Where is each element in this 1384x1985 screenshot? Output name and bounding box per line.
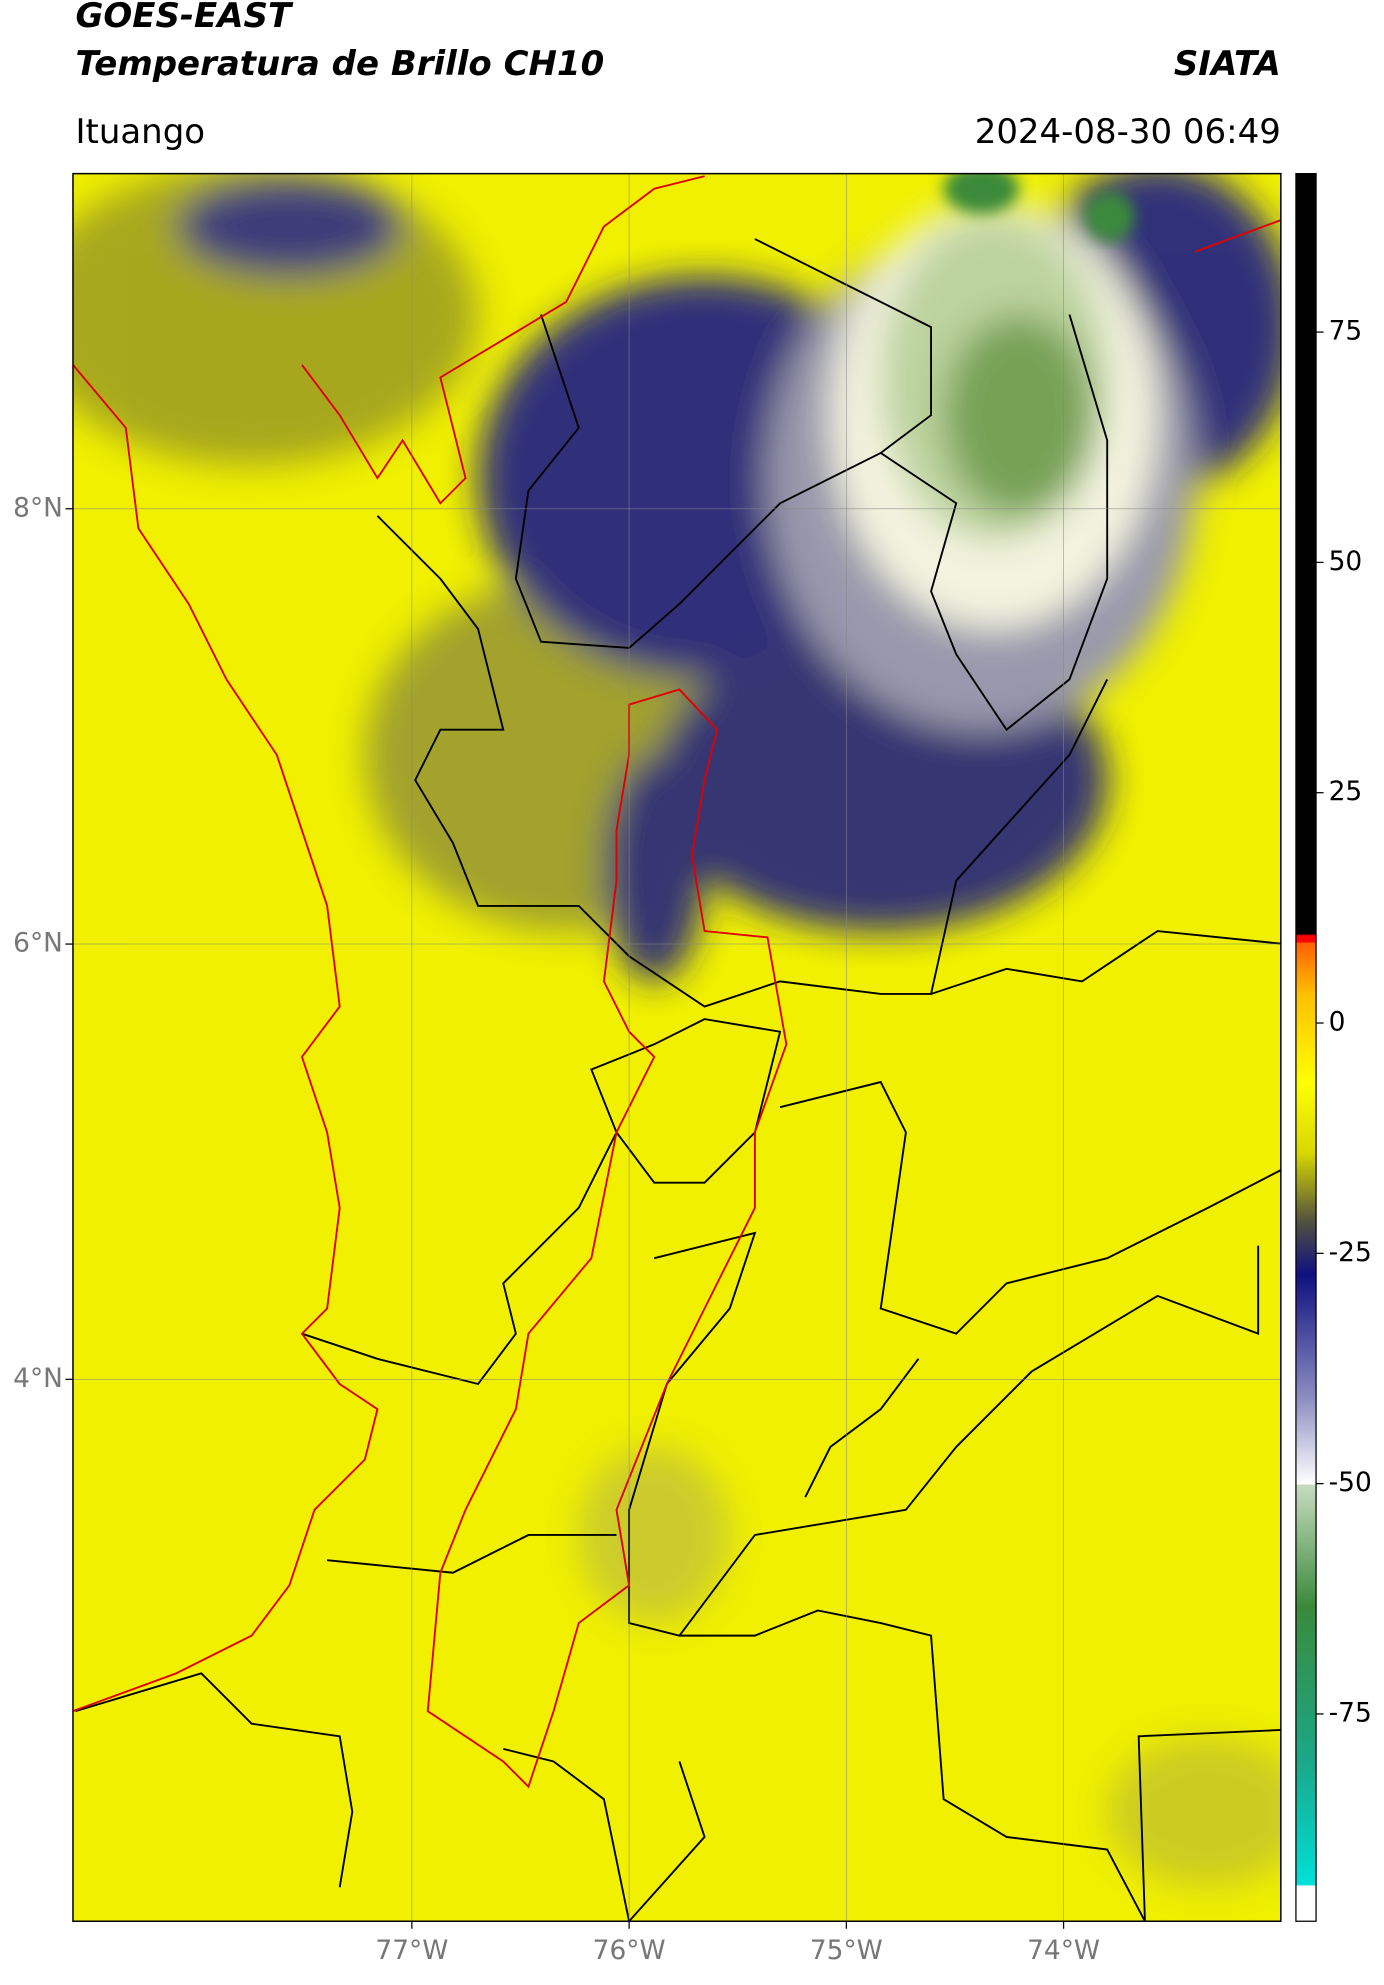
lon-tick-label: 76°W <box>593 1935 666 1966</box>
colorbar-tick-label: 50 <box>1329 546 1363 577</box>
lat-tick-label: 6°N <box>13 928 63 959</box>
colorbar-tick-label: 75 <box>1329 316 1363 347</box>
lon-tick-label: 75°W <box>810 1935 883 1966</box>
subtitle: Temperatura de Brillo CH10 <box>75 44 604 84</box>
colorbar-ticks: 75 50 25 0 -25 -50 -75 <box>1316 316 1372 1728</box>
lon-tick-label: 74°W <box>1027 1935 1100 1966</box>
map-frame <box>72 172 1282 1922</box>
title: GOES-EAST <box>75 0 293 36</box>
colorbar-tick-label: 25 <box>1329 776 1363 807</box>
colorbar <box>1295 172 1317 1922</box>
colorbar-tick-label: -50 <box>1329 1467 1372 1498</box>
colorbar-tick-label: -75 <box>1329 1697 1372 1728</box>
location: Ituango <box>75 112 205 152</box>
lat-tick-label: 4°N <box>13 1363 63 1394</box>
lat-tick-label: 8°N <box>13 492 63 523</box>
organization: SIATA <box>1174 44 1281 84</box>
colorbar-tick-label: -25 <box>1329 1237 1372 1268</box>
map-axes: 8°N 6°N 4°N 77°W 76°W 75°W 74°W <box>13 492 1100 1966</box>
lon-tick-label: 77°W <box>375 1935 448 1966</box>
satellite-image <box>72 173 1281 1922</box>
colorbar-tick-label: 0 <box>1329 1007 1346 1038</box>
graticule <box>72 173 1281 1922</box>
datetime: 2024-08-30 06:49 <box>975 112 1281 152</box>
